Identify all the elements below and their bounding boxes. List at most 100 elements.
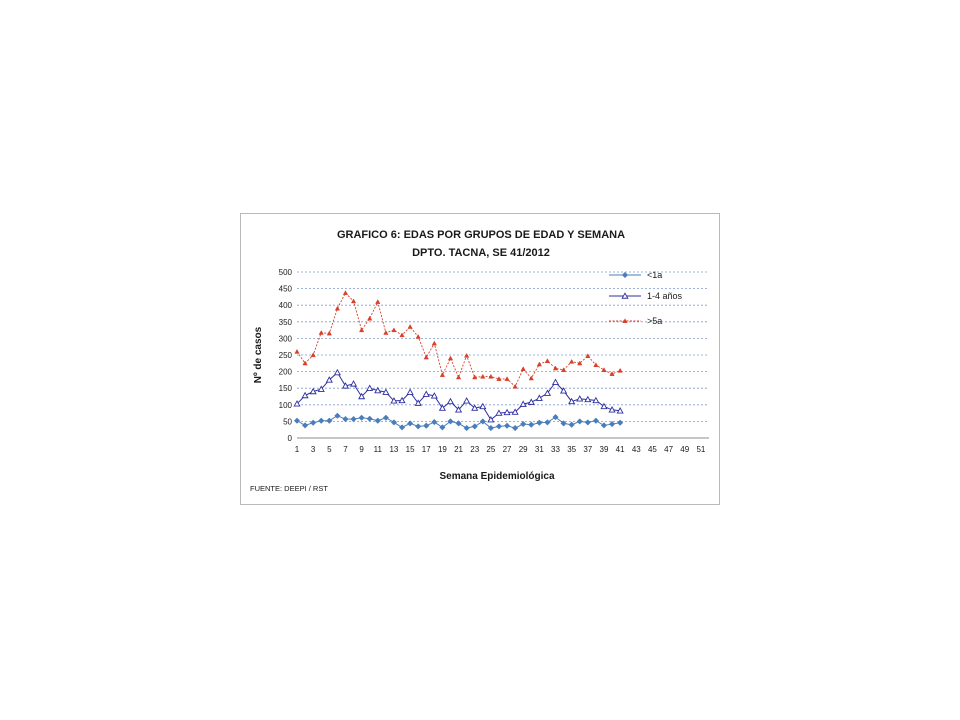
x-tick-label: 19 (438, 445, 447, 454)
data-point (544, 358, 551, 363)
data-point (382, 414, 390, 421)
data-point (390, 419, 398, 426)
chart-frame: GRAFICO 6: EDAS POR GRUPOS DE EDAD Y SEM… (240, 213, 720, 505)
data-point (495, 423, 503, 430)
data-point (560, 367, 567, 372)
data-point (439, 372, 446, 377)
data-point (503, 408, 511, 416)
data-point (560, 420, 567, 427)
gridlines (297, 271, 709, 422)
data-point (463, 397, 471, 404)
data-point (383, 330, 389, 335)
data-point (592, 396, 600, 404)
x-tick-label: 39 (600, 445, 609, 454)
y-tick-label: 50 (283, 417, 292, 426)
data-point (568, 421, 575, 428)
data-point (608, 406, 616, 413)
data-point (374, 417, 381, 424)
x-tick-label: 7 (343, 445, 348, 454)
data-point (438, 404, 446, 411)
data-point (301, 422, 309, 429)
x-tick-label: 15 (406, 445, 415, 454)
data-point (519, 400, 527, 407)
x-tick-label: 49 (680, 445, 689, 454)
data-point (293, 417, 301, 424)
data-point (455, 406, 463, 413)
x-tick-label: 31 (535, 445, 544, 454)
data-point (350, 415, 357, 423)
data-point (464, 352, 470, 358)
series-line (296, 371, 621, 421)
data-point (423, 422, 430, 429)
data-point (367, 315, 373, 321)
data-point (358, 392, 366, 400)
data-point (333, 368, 341, 376)
data-point (621, 292, 629, 299)
data-point (601, 367, 607, 372)
data-point (576, 395, 584, 402)
data-point (512, 383, 518, 389)
y-tick-label: 100 (279, 401, 293, 410)
y-tick-label: 450 (279, 285, 293, 294)
data-point (600, 402, 608, 410)
x-tick-label: 29 (519, 445, 528, 454)
data-point (536, 361, 542, 367)
x-tick-label: 41 (616, 445, 625, 454)
data-point (528, 421, 535, 428)
data-point (496, 376, 502, 381)
data-point (471, 404, 479, 411)
legend-entry: <1a (609, 270, 662, 280)
x-tick-label: 43 (632, 445, 641, 454)
data-point (552, 413, 559, 421)
data-point (317, 385, 325, 392)
x-tick-label: 3 (311, 445, 316, 454)
data-point (391, 327, 397, 333)
data-point (495, 409, 503, 416)
data-point (294, 348, 300, 354)
data-point (293, 400, 301, 407)
data-point (414, 399, 422, 406)
series-1 (293, 412, 624, 432)
data-point (584, 395, 592, 403)
data-point (608, 420, 616, 428)
data-point (430, 392, 438, 399)
data-point (349, 380, 358, 387)
data-point (504, 376, 510, 381)
legend: <1a 1-4 años >5a (609, 270, 683, 326)
data-point (407, 324, 413, 329)
data-point (551, 378, 560, 385)
series-line (296, 292, 621, 388)
data-point (325, 376, 333, 383)
data-point (488, 373, 494, 379)
y-axis-ticks: 0 50 100 150 200 250 300 350 400 450 500 (279, 268, 293, 443)
data-point (334, 305, 341, 311)
data-point (326, 330, 332, 336)
x-tick-label: 9 (359, 445, 364, 454)
data-point (472, 374, 478, 380)
y-tick-label: 0 (288, 434, 293, 443)
data-point (446, 397, 455, 405)
data-point (359, 327, 365, 333)
data-point (455, 420, 462, 427)
data-point (301, 391, 309, 399)
data-point (593, 362, 599, 367)
data-point (616, 407, 624, 414)
data-point (592, 417, 600, 424)
x-tick-label: 21 (454, 445, 463, 454)
x-tick-label: 11 (374, 445, 383, 454)
data-point (341, 382, 350, 389)
data-point (535, 394, 543, 401)
data-point (479, 402, 487, 410)
data-point (584, 419, 591, 426)
data-point (318, 417, 325, 424)
data-point (310, 352, 316, 358)
data-point (528, 375, 534, 381)
data-point (439, 424, 446, 431)
data-point (422, 390, 430, 397)
data-point (479, 418, 486, 425)
data-point (415, 334, 421, 339)
data-point (503, 422, 511, 429)
data-point (302, 360, 308, 366)
data-point (431, 418, 438, 426)
data-point (358, 414, 365, 421)
